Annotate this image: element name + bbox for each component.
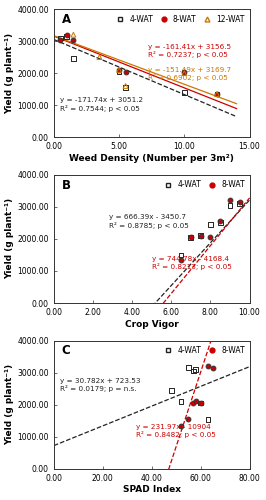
Point [211, 364, 215, 372]
Legend: 4-WAT, 8-WAT: 4-WAT, 8-WAT [157, 343, 248, 358]
Point [198, 399, 203, 407]
Point [189, 234, 193, 241]
Point [191, 399, 196, 407]
Text: y = 231.97x - 10904
R² = 0.8482; p < 0.05: y = 231.97x - 10904 R² = 0.8482; p < 0.0… [136, 424, 216, 438]
Text: A: A [62, 13, 71, 26]
Point [194, 398, 198, 406]
Point [65, 30, 69, 38]
Point [194, 366, 198, 374]
Text: y = -161.41x + 3156.5
R² = 0.7237; p < 0.05: y = -161.41x + 3156.5 R² = 0.7237; p < 0… [148, 44, 231, 58]
Point [215, 90, 219, 98]
Point [179, 422, 183, 430]
Point [206, 362, 210, 370]
Text: y = 666.39x - 3450.7
R² = 0.8785; p < 0.05: y = 666.39x - 3450.7 R² = 0.8785; p < 0.… [109, 214, 189, 228]
Point [71, 55, 76, 63]
Legend: 4-WAT, 8-WAT, 12-WAT: 4-WAT, 8-WAT, 12-WAT [109, 12, 248, 26]
X-axis label: SPAD Index: SPAD Index [123, 486, 181, 494]
Point [169, 386, 173, 394]
Point [228, 196, 232, 204]
Point [182, 88, 186, 96]
Point [65, 32, 69, 40]
X-axis label: Crop Vigor: Crop Vigor [125, 320, 178, 328]
Text: y = -171.74x + 3051.2
R² = 0.7544; p < 0.05: y = -171.74x + 3051.2 R² = 0.7544; p < 0… [60, 98, 143, 112]
Legend: 4-WAT, 8-WAT: 4-WAT, 8-WAT [157, 178, 248, 192]
Point [182, 68, 186, 76]
Point [123, 82, 128, 90]
Point [186, 364, 190, 372]
Point [238, 198, 242, 206]
Y-axis label: Yield (g plant⁻¹): Yield (g plant⁻¹) [6, 364, 15, 445]
X-axis label: Weed Density (Number per 3m²): Weed Density (Number per 3m²) [69, 154, 234, 163]
Point [186, 415, 190, 423]
Text: B: B [62, 178, 71, 192]
Point [123, 68, 128, 76]
Text: C: C [62, 344, 70, 358]
Point [198, 399, 203, 407]
Point [117, 66, 121, 74]
Point [97, 53, 102, 61]
Point [191, 367, 196, 375]
Point [117, 68, 121, 76]
Point [123, 84, 128, 92]
Point [71, 36, 76, 44]
Point [215, 90, 219, 98]
Y-axis label: Yield (g plant⁻¹): Yield (g plant⁻¹) [6, 198, 15, 280]
Point [206, 415, 210, 423]
Point [179, 398, 183, 406]
Point [117, 66, 121, 74]
Text: y = -151.49x + 3169.7
R² = 0.6902; p < 0.05: y = -151.49x + 3169.7 R² = 0.6902; p < 0… [148, 66, 231, 81]
Point [238, 200, 242, 207]
Point [71, 30, 76, 38]
Point [208, 234, 213, 241]
Text: y = 744.78x - 4168.4
R² = 0.8213; p < 0.05: y = 744.78x - 4168.4 R² = 0.8213; p < 0.… [152, 256, 232, 270]
Point [58, 34, 63, 42]
Text: y = 30.782x + 723.53
R² = 0.0179; p = n.s.: y = 30.782x + 723.53 R² = 0.0179; p = n.… [60, 378, 140, 392]
Point [208, 220, 213, 228]
Y-axis label: Yield (g plant⁻¹): Yield (g plant⁻¹) [6, 32, 15, 114]
Point [179, 251, 183, 259]
Point [179, 256, 183, 264]
Point [228, 202, 232, 209]
Point [182, 69, 186, 77]
Point [198, 232, 203, 239]
Point [189, 234, 193, 241]
Point [218, 219, 222, 227]
Point [198, 232, 203, 239]
Point [215, 90, 219, 98]
Point [58, 36, 63, 44]
Point [218, 218, 222, 226]
